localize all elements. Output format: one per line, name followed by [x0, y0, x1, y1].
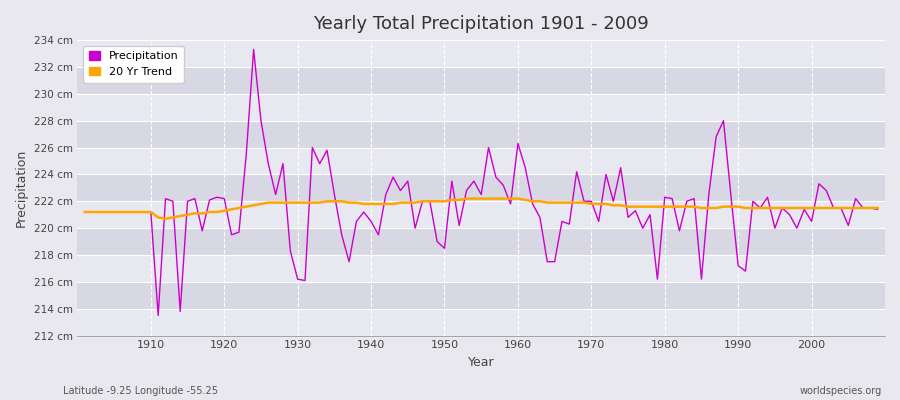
Precipitation — [527, 202, 538, 206]
Bar — [77, 121, 885, 148]
Line: Precipitation: Precipitation — [85, 50, 878, 316]
20 Yr Trend — [616, 203, 626, 208]
Bar — [77, 309, 885, 336]
Bar — [77, 201, 885, 228]
Line: 20 Yr Trend: 20 Yr Trend — [85, 198, 878, 219]
20 Yr Trend — [872, 206, 883, 210]
Y-axis label: Precipitation: Precipitation — [15, 149, 28, 227]
Precipitation — [153, 313, 164, 318]
Precipitation — [358, 210, 369, 214]
X-axis label: Year: Year — [468, 356, 494, 369]
Precipitation — [616, 165, 626, 170]
Precipitation — [872, 207, 883, 212]
Text: worldspecies.org: worldspecies.org — [800, 386, 882, 396]
Legend: Precipitation, 20 Yr Trend: Precipitation, 20 Yr Trend — [83, 46, 184, 82]
Bar — [77, 255, 885, 282]
20 Yr Trend — [351, 200, 362, 205]
Bar — [77, 148, 885, 174]
Bar — [77, 40, 885, 67]
Precipitation — [79, 210, 90, 214]
20 Yr Trend — [307, 200, 318, 205]
Bar — [77, 67, 885, 94]
Precipitation — [138, 210, 148, 214]
Bar — [77, 282, 885, 309]
Bar — [77, 94, 885, 121]
Title: Yearly Total Precipitation 1901 - 2009: Yearly Total Precipitation 1901 - 2009 — [313, 15, 649, 33]
20 Yr Trend — [160, 216, 171, 221]
Bar — [77, 174, 885, 201]
20 Yr Trend — [520, 198, 531, 202]
Bar — [77, 228, 885, 255]
20 Yr Trend — [527, 199, 538, 204]
Precipitation — [248, 47, 259, 52]
20 Yr Trend — [461, 196, 472, 201]
20 Yr Trend — [79, 210, 90, 214]
Precipitation — [520, 165, 531, 170]
20 Yr Trend — [138, 210, 148, 214]
Precipitation — [314, 161, 325, 166]
Text: Latitude -9.25 Longitude -55.25: Latitude -9.25 Longitude -55.25 — [63, 386, 218, 396]
